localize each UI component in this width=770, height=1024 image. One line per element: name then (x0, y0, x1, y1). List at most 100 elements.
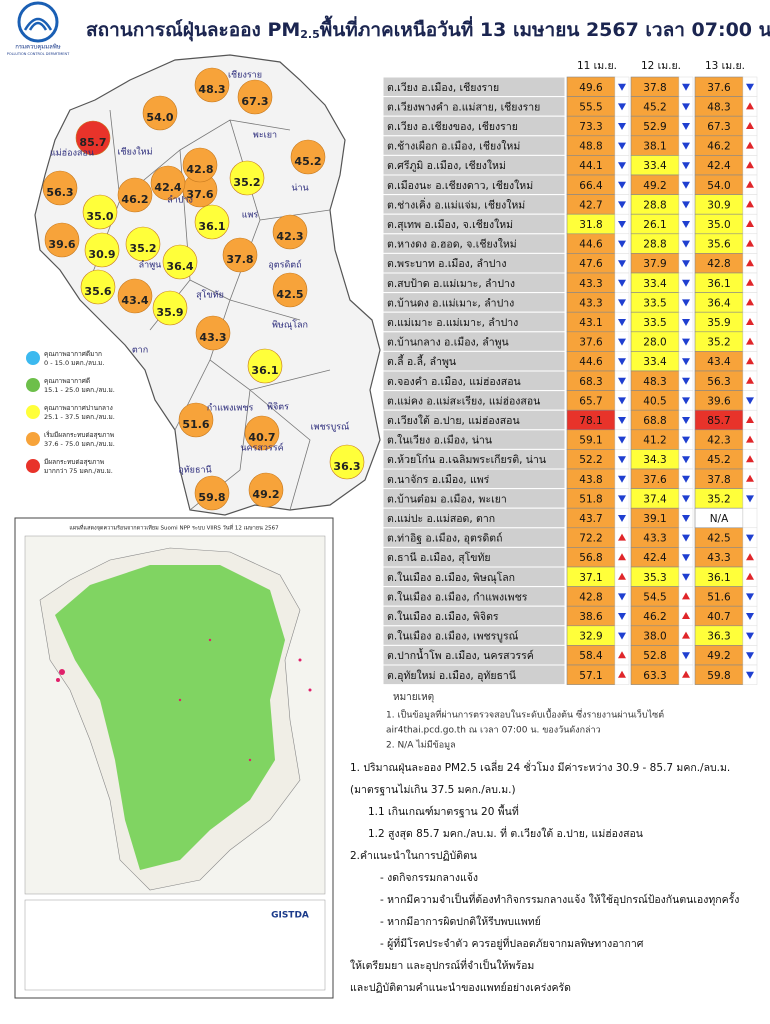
trend-arrow (682, 475, 690, 483)
station-name: ต.เวียง อ.เมือง, เชียงราย (387, 81, 499, 94)
aqi-bubble (244, 415, 280, 451)
trend-arrow (746, 455, 754, 463)
value: 43.7 (579, 513, 602, 525)
summary-line: และปฏิบัติตามคำแนะนำของแพทย์อย่างเคร่งคร… (350, 981, 571, 994)
legend-range: มากกว่า 75 มคก./ลบ.ม. (44, 467, 113, 475)
trend-arrow (746, 534, 754, 542)
bubble-value: 35.6 (84, 285, 111, 298)
value: 52.2 (579, 454, 602, 466)
value: 48.3 (643, 376, 666, 388)
bubble-value: 67.3 (241, 95, 268, 108)
station-name: ต.บ้านดง อ.แม่เมาะ, ลำปาง (387, 297, 514, 309)
province-label: ลำปาง (167, 195, 193, 206)
value: 59.8 (707, 670, 730, 682)
trend-arrow (746, 278, 754, 286)
value: 73.3 (579, 121, 602, 133)
trend-arrow (746, 397, 754, 405)
note-line: 1. เป็นข้อมูลที่ผ่านการตรวจสอบในระดับเบื… (386, 708, 664, 721)
legend-range: 37.6 - 75.0 มคก./ลบ.ม. (44, 440, 115, 448)
value: 35.9 (707, 317, 730, 329)
value: 35.3 (643, 572, 666, 584)
bubble-value: 35.0 (86, 210, 113, 223)
trend-arrow (682, 592, 690, 600)
value: 36.1 (707, 278, 730, 290)
trend-arrow (746, 632, 754, 640)
value: 33.5 (643, 317, 666, 329)
province-label: สุโขทัย (196, 290, 224, 301)
value: 66.4 (579, 180, 603, 192)
province-label: เชียงใหม่ (117, 147, 152, 158)
bubble-value: 85.7 (79, 136, 106, 149)
trend-arrow (618, 181, 626, 189)
logo-mark (23, 17, 53, 31)
trend-arrow (682, 83, 690, 91)
trend-arrow (618, 397, 626, 405)
value: 49.6 (579, 82, 603, 94)
value: 28.8 (643, 199, 666, 211)
trend-arrow (746, 102, 754, 110)
trend-arrow (618, 103, 626, 111)
value: 46.2 (707, 141, 730, 153)
value: 49.2 (707, 650, 730, 662)
value: 85.7 (707, 415, 730, 427)
value: 39.6 (707, 395, 731, 407)
value: 37.8 (643, 82, 666, 94)
notes: 1. เป็นข้อมูลที่ผ่านการตรวจสอบในระดับเบื… (386, 708, 664, 751)
trend-arrow (746, 553, 754, 561)
trend-arrow (618, 613, 626, 620)
summary-line: 2.คำแนะนำในการปฏิบัติตน (350, 849, 477, 862)
value: 43.3 (707, 552, 730, 564)
trend-arrow (682, 240, 690, 248)
aqi-bubble (80, 269, 116, 305)
aqi-bubble (194, 475, 230, 511)
notes-heading: หมายเหตุ (393, 692, 434, 703)
title: สถานการณ์ฝุ่นละออง PM2.5พื้นที่ภาคเหนือว… (86, 15, 770, 42)
station-name: ต.ในเมือง อ.เมือง, พิษณุโลก (387, 571, 515, 584)
trend-arrow (682, 299, 690, 307)
value: 54.5 (643, 591, 666, 603)
trend-arrow (746, 593, 754, 601)
trend-arrow (746, 83, 754, 91)
trend-arrow (746, 416, 754, 423)
bubble-value: 42.5 (276, 288, 303, 301)
value: 63.3 (643, 670, 666, 682)
value: 37.9 (643, 258, 666, 270)
trend-arrow (682, 397, 690, 405)
aqi-bubble (290, 139, 326, 175)
trend-arrow (682, 417, 690, 424)
value: 30.9 (707, 199, 730, 211)
province-label: เชียงราย (228, 70, 262, 81)
value: 35.2 (707, 493, 730, 505)
province-label: นครสวรรค์ (240, 442, 283, 454)
value: N/A (710, 513, 729, 525)
hotspot-credit: GISTDA (271, 911, 309, 921)
province-label: พะเยา (253, 131, 277, 141)
trend-arrow (618, 142, 626, 150)
org-name-en: POLLUTION CONTROL DEPARTMENT (7, 52, 70, 56)
bubble-value: 36.1 (251, 364, 278, 377)
station-name: ต.ช้างเผือก อ.เมือง, เชียงใหม่ (387, 140, 520, 153)
org-name: กรมควบคุมมลพิษ (15, 44, 61, 51)
value: 39.1 (643, 513, 666, 525)
station-name: ต.อุทัยใหม่ อ.เมือง, อุทัยธานี (387, 669, 516, 682)
station-name: ต.ปากน้ำโพ อ.เมือง, นครสวรรค์ (387, 648, 534, 662)
trend-arrow (682, 670, 690, 678)
trend-arrow (746, 318, 754, 325)
value: 37.8 (707, 474, 730, 486)
trend-arrow (746, 435, 754, 443)
value: 78.1 (579, 415, 602, 427)
trend-arrow (682, 377, 690, 385)
value: 33.5 (643, 297, 666, 309)
trend-arrow (682, 534, 690, 542)
station-name: ต.แม่ปะ อ.แม่สอด, ตาก (387, 513, 495, 525)
station-name: ต.เวียงพางคำ อ.แม่สาย, เชียงราย (387, 100, 540, 113)
station-name: ต.พระบาท อ.เมือง, ลำปาง (387, 257, 506, 270)
station-name: ต.สุเทพ อ.เมือง, จ.เชียงใหม่ (387, 218, 513, 231)
value: 43.3 (579, 297, 602, 309)
trend-arrow (746, 671, 754, 679)
aqi-bubble (272, 272, 308, 308)
value: 38.6 (579, 611, 603, 623)
value: 57.1 (579, 670, 602, 682)
trend-arrow (618, 553, 626, 561)
column-header: 12 เม.ย. (641, 60, 681, 72)
